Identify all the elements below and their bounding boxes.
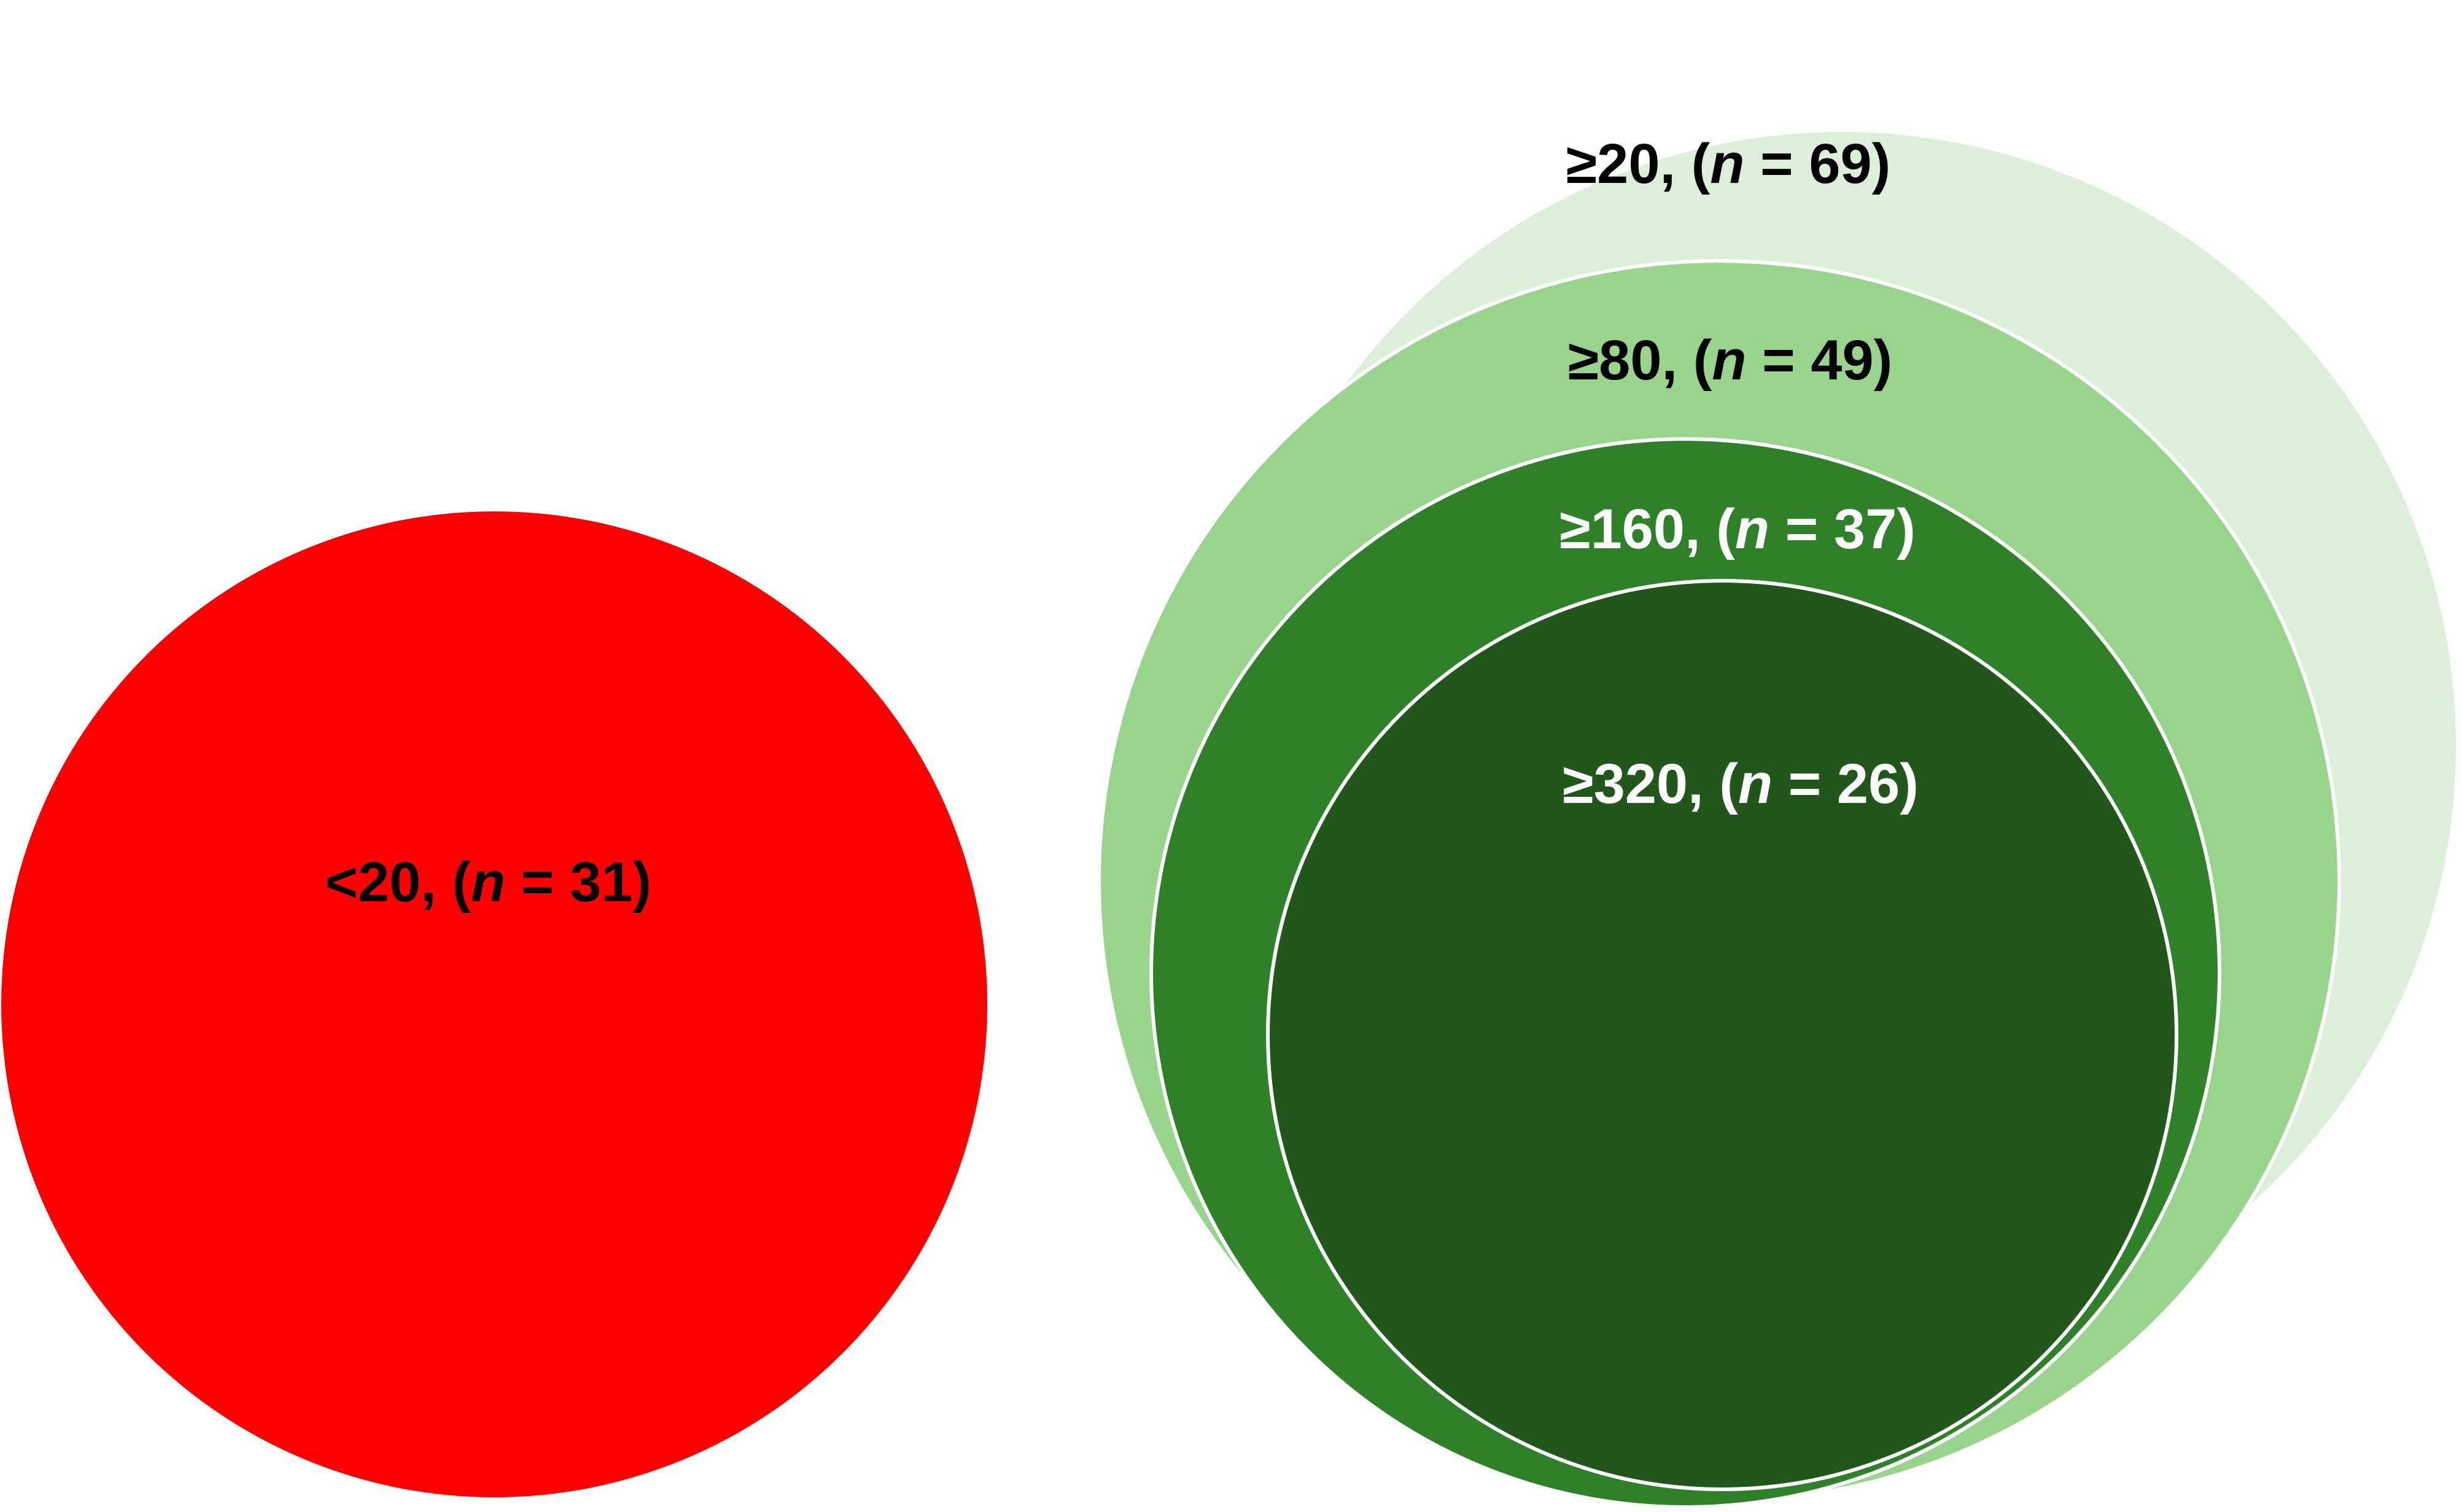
label-ge320-n: n (1738, 753, 1773, 815)
label-ge80: ≥80, (n = 49) (1568, 329, 1893, 392)
label-ge80-prefix: ≥80, ( (1568, 329, 1712, 392)
label-ge20-n: n (1710, 133, 1744, 195)
label-ge160: ≥160, (n = 37) (1559, 498, 1916, 560)
label-ge320-prefix: ≥320, ( (1563, 753, 1738, 815)
label-ge20-prefix: ≥20, ( (1566, 133, 1711, 195)
label-ge160-suffix: = 37) (1769, 498, 1916, 560)
label-ge80-suffix: = 49) (1746, 329, 1892, 392)
circle-lt20 (1, 511, 987, 1497)
label-ge20-suffix: = 69) (1744, 133, 1890, 195)
label-ge160-n: n (1735, 498, 1769, 560)
circle-ge320 (1266, 579, 2178, 1491)
label-lt20: <20, (n = 31) (325, 851, 651, 913)
label-lt20-prefix: <20, ( (325, 851, 471, 913)
label-ge160-prefix: ≥160, ( (1559, 498, 1735, 560)
label-ge320-suffix: = 26) (1773, 753, 1919, 815)
label-ge320: ≥320, (n = 26) (1563, 753, 1919, 815)
label-ge20: ≥20, (n = 69) (1566, 133, 1891, 195)
label-ge80-n: n (1712, 329, 1746, 392)
label-lt20-n: n (471, 851, 505, 913)
label-lt20-suffix: = 31) (505, 851, 651, 913)
